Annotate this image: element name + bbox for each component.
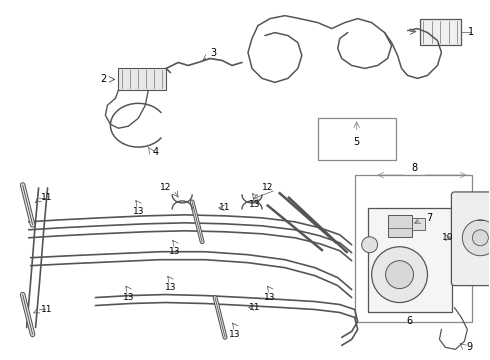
Bar [318, 118, 395, 160]
Text: 13: 13 [264, 293, 276, 302]
Text: 13: 13 [165, 283, 176, 292]
Bar [412, 218, 425, 230]
Text: 5: 5 [354, 137, 360, 147]
Circle shape [472, 230, 489, 246]
Text: 11: 11 [41, 305, 52, 314]
Text: 13: 13 [133, 207, 144, 216]
Text: 3: 3 [210, 49, 216, 58]
Text: 10: 10 [441, 233, 453, 242]
FancyBboxPatch shape [451, 192, 490, 285]
Text: 12: 12 [160, 184, 171, 193]
Bar [355, 175, 472, 323]
Circle shape [362, 237, 378, 253]
Text: 13: 13 [122, 293, 134, 302]
Text: 13: 13 [249, 201, 261, 210]
Circle shape [371, 247, 427, 302]
Text: 1: 1 [468, 27, 474, 37]
Circle shape [463, 220, 490, 256]
Text: 9: 9 [466, 342, 472, 352]
Circle shape [386, 261, 414, 289]
Bar [419, 19, 462, 45]
Text: 12: 12 [262, 184, 273, 193]
Text: 6: 6 [407, 316, 413, 327]
Bar [119, 68, 166, 90]
Text: 11: 11 [249, 303, 261, 312]
Text: 2: 2 [100, 75, 106, 84]
Text: 7: 7 [426, 213, 433, 223]
Text: 13: 13 [229, 330, 241, 339]
Text: 8: 8 [412, 163, 417, 173]
Text: 11: 11 [220, 203, 231, 212]
Text: 13: 13 [170, 247, 181, 256]
Text: 11: 11 [41, 193, 52, 202]
Bar [368, 208, 452, 312]
Text: 4: 4 [152, 147, 158, 157]
Bar [388, 215, 412, 237]
